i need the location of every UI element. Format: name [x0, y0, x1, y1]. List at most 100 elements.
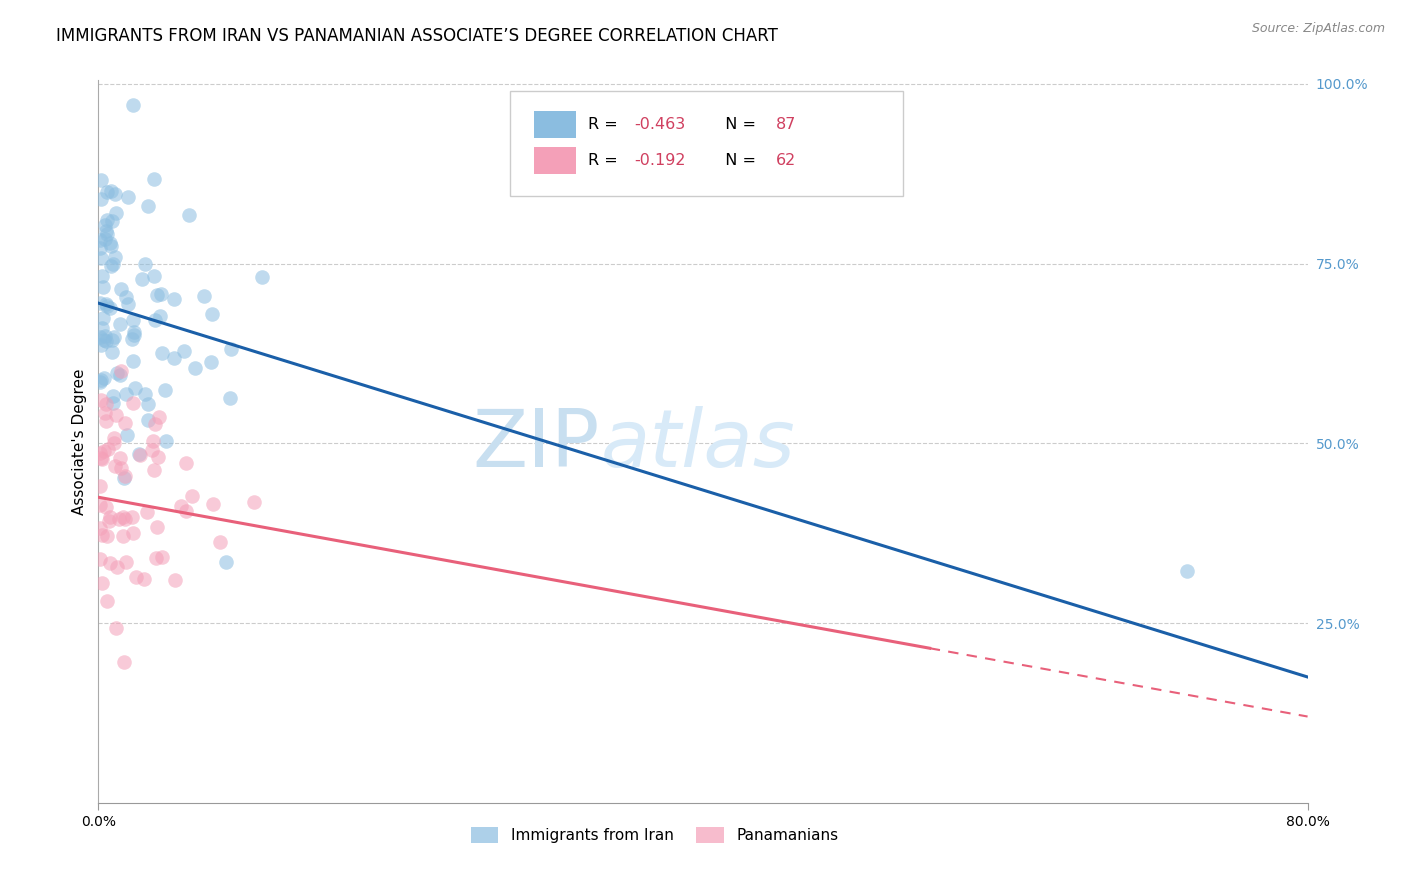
Point	[89, 479, 111, 493]
Y-axis label: Associate's Degree: Associate's Degree	[72, 368, 87, 515]
Point	[94, 328, 117, 343]
Point	[112, 510, 135, 524]
Point	[193, 289, 215, 303]
Point	[143, 268, 166, 283]
Point	[89, 498, 111, 512]
Bar	[534, 111, 576, 138]
Point	[148, 450, 170, 464]
Point	[94, 232, 117, 246]
Point	[96, 529, 118, 543]
Point	[96, 186, 118, 200]
Point	[122, 98, 145, 112]
Text: 87: 87	[776, 117, 796, 132]
Point	[121, 510, 143, 524]
Point	[136, 397, 159, 411]
Point	[150, 346, 173, 360]
Text: R =: R =	[588, 153, 623, 168]
Point	[145, 288, 167, 302]
Point	[90, 192, 112, 206]
Point	[89, 296, 111, 310]
Point	[141, 442, 163, 457]
Point	[124, 381, 146, 395]
Point	[110, 282, 132, 296]
Point	[94, 218, 117, 232]
Point	[90, 173, 112, 187]
Point	[91, 280, 114, 294]
Bar	[534, 147, 576, 174]
Point	[90, 338, 112, 352]
Point	[219, 392, 242, 406]
Point	[96, 227, 118, 241]
Point	[105, 366, 128, 380]
Point	[105, 621, 128, 635]
Point	[110, 317, 132, 331]
Point	[201, 307, 224, 321]
Point	[179, 208, 201, 222]
Point	[100, 259, 122, 273]
Point	[100, 238, 122, 252]
Point	[93, 333, 115, 347]
Point	[155, 434, 177, 449]
Text: N =: N =	[716, 153, 761, 168]
Point	[163, 292, 186, 306]
Point	[110, 460, 132, 475]
Point	[91, 321, 114, 335]
Point	[131, 272, 153, 286]
FancyBboxPatch shape	[509, 91, 903, 196]
Point	[202, 497, 225, 511]
Point	[121, 526, 143, 541]
Point	[129, 448, 152, 462]
Point	[117, 190, 139, 204]
Point	[104, 250, 127, 264]
Point	[100, 184, 122, 198]
Point	[145, 550, 167, 565]
Point	[104, 458, 127, 473]
Point	[173, 343, 195, 358]
Point	[114, 290, 136, 304]
Legend: Immigrants from Iran, Panamanians: Immigrants from Iran, Panamanians	[465, 822, 845, 849]
Point	[1175, 564, 1198, 578]
Point	[108, 368, 131, 382]
Point	[108, 512, 131, 526]
Point	[94, 224, 117, 238]
Point	[143, 172, 166, 186]
Point	[128, 447, 150, 461]
Point	[219, 342, 242, 356]
Point	[93, 406, 115, 420]
Point	[122, 313, 145, 327]
Point	[208, 535, 231, 549]
Point	[215, 555, 238, 569]
Point	[115, 386, 138, 401]
Point	[97, 514, 120, 528]
Point	[149, 286, 172, 301]
Point	[122, 325, 145, 339]
Point	[136, 506, 159, 520]
Point	[98, 556, 121, 570]
Point	[136, 199, 159, 213]
Point	[104, 186, 127, 201]
Point	[100, 235, 122, 250]
Point	[143, 463, 166, 477]
Point	[117, 297, 139, 311]
Point	[180, 489, 202, 503]
Point	[121, 396, 143, 410]
Point	[101, 333, 124, 347]
Point	[103, 257, 125, 271]
Text: ZIP: ZIP	[472, 406, 600, 484]
Point	[94, 334, 117, 349]
Point	[96, 500, 118, 514]
Point	[90, 451, 112, 466]
Point	[115, 428, 138, 442]
Point	[148, 410, 170, 425]
Text: IMMIGRANTS FROM IRAN VS PANAMANIAN ASSOCIATE’S DEGREE CORRELATION CHART: IMMIGRANTS FROM IRAN VS PANAMANIAN ASSOC…	[56, 27, 778, 45]
Point	[134, 386, 156, 401]
Point	[153, 383, 176, 397]
Text: Source: ZipAtlas.com: Source: ZipAtlas.com	[1251, 22, 1385, 36]
Text: -0.192: -0.192	[634, 153, 686, 168]
Point	[103, 330, 125, 344]
Point	[91, 310, 114, 325]
Text: 62: 62	[776, 153, 796, 168]
Point	[142, 434, 165, 448]
Point	[108, 451, 131, 466]
Point	[89, 375, 111, 389]
